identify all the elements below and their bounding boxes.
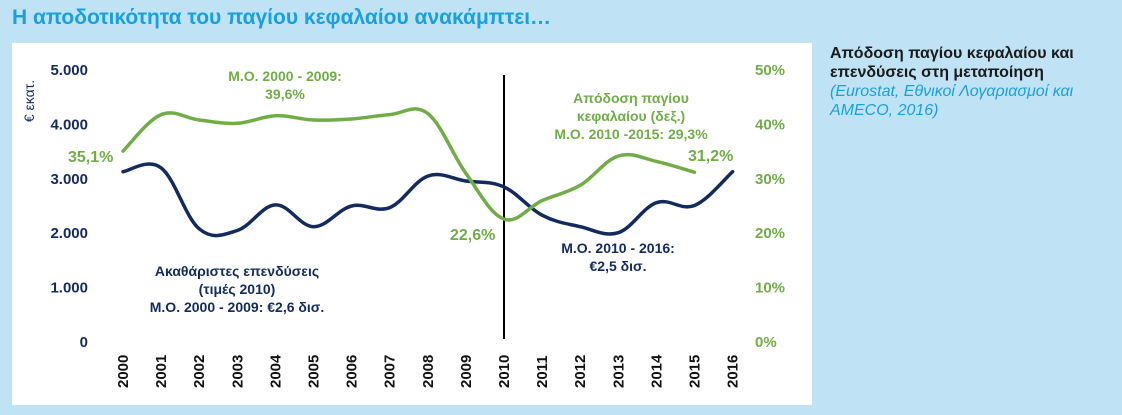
- y-tick-right: 10%: [755, 280, 785, 297]
- y-tick-right: 50%: [755, 62, 785, 79]
- chart-description: Απόδοση παγίου κεφαλαίου και επενδύσεις …: [830, 44, 1115, 120]
- x-tick-label: 2011: [534, 355, 551, 388]
- annotation-end-value: 31,2%: [688, 148, 733, 165]
- return-line: [121, 107, 697, 222]
- x-tick-label: 2008: [420, 355, 437, 388]
- y-tick-right: 20%: [755, 225, 785, 242]
- x-tick-label: 2012: [572, 355, 589, 388]
- annotation-avg-investment-2010-2016: Μ.Ο. 2010 - 2016: €2,5 δισ.: [561, 240, 675, 274]
- line-chart: € εκατ. 0 1.000 2.000 3.000 4.000 5.000 0% 10% 20…: [21, 62, 785, 388]
- x-tick-label: 2002: [191, 355, 208, 388]
- y-tick-left: 4.000: [50, 116, 88, 133]
- description-title: Απόδοση παγίου κεφαλαίου και επενδύσεις …: [830, 45, 1074, 81]
- x-tick-label: 2000: [115, 355, 132, 388]
- y-tick-left: 5.000: [50, 62, 88, 79]
- y-tick-left: 0: [80, 334, 88, 351]
- y-tick-left: 1.000: [50, 280, 88, 297]
- x-tick-label: 2007: [382, 355, 399, 388]
- x-tick-label: 2015: [687, 355, 704, 388]
- page-title: Η αποδοτικότητα του παγίου κεφαλαίου ανα…: [12, 6, 552, 29]
- description-source: (Eurostat, Εθνικοί Λογαριασμοί και AMECO…: [830, 83, 1074, 119]
- x-tick-label: 2014: [648, 354, 665, 388]
- x-tick-label: 2010: [496, 355, 513, 388]
- annotation-return-label: Απόδοση παγίου κεφαλαίου (δεξ.) Μ.Ο. 2010 …: [554, 90, 708, 142]
- x-tick-label: 2006: [344, 355, 361, 388]
- annotation-low-value: 22,6%: [450, 227, 495, 244]
- y-tick-left: 2.000: [50, 225, 88, 242]
- x-tick-label: 2013: [610, 355, 627, 388]
- investment-line: [121, 162, 735, 238]
- y-tick-right: 40%: [755, 116, 785, 133]
- y-tick-right: 0%: [755, 334, 777, 351]
- y-tick-right: 30%: [755, 171, 785, 188]
- x-tick-label: 2004: [267, 354, 284, 388]
- annotation-investment-label: Ακαθάριστες επενδύσεις (τιμές 2010) Μ.Ο. 2…: [150, 263, 325, 315]
- y-axis-left-label: € εκατ.: [21, 80, 37, 122]
- x-tick-label: 2001: [153, 355, 170, 388]
- x-tick-label: 2005: [306, 355, 323, 388]
- annotation-avg-return-2000-2009: Μ.Ο. 2000 - 2009: 39,6%: [228, 68, 342, 102]
- y-tick-left: 3.000: [50, 171, 88, 188]
- x-tick-label: 2009: [458, 355, 475, 388]
- x-tick-label: 2003: [229, 355, 246, 388]
- chart-panel: € εκατ. 0 1.000 2.000 3.000 4.000 5.000 0% 10% 20…: [12, 43, 812, 405]
- x-tick-label: 2016: [725, 355, 742, 388]
- annotation-start-value: 35,1%: [68, 149, 113, 166]
